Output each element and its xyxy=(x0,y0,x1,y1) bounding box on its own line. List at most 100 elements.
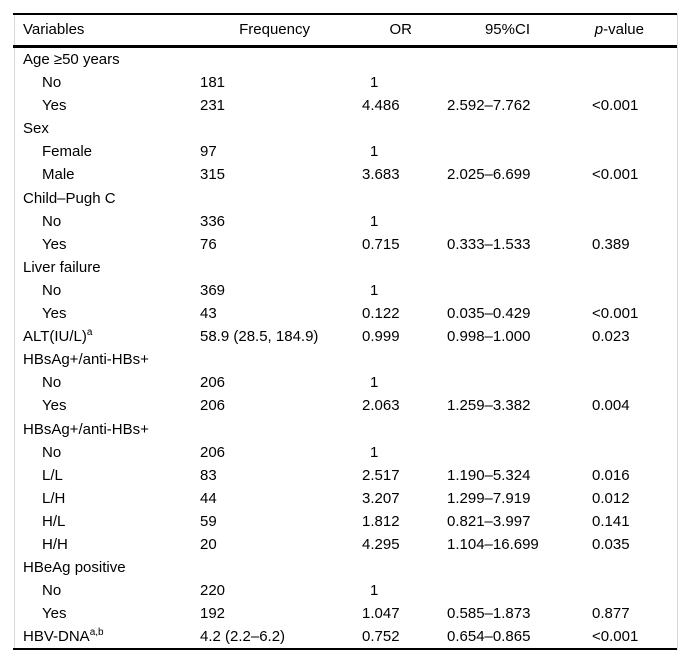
variable-cell: HBeAg positive xyxy=(23,559,126,577)
table-row: Yes 231 4.486 2.592–7.762 <0.001 xyxy=(13,94,677,117)
variable-cell: No xyxy=(42,374,62,392)
pvalue-cell xyxy=(592,48,677,71)
variable-cell: HBsAg+/anti-HBs+ xyxy=(23,351,149,369)
table-row: L/L 83 2.517 1.190–5.324 0.016 xyxy=(13,464,677,487)
ci-cell xyxy=(447,140,592,163)
table-header-row: Variables Frequency OR 95%CI p-value xyxy=(13,15,677,48)
table-row: HBsAg+/anti-HBs+ xyxy=(13,348,677,371)
ci-cell: 0.035–0.429 xyxy=(447,305,531,323)
pvalue-cell xyxy=(592,556,677,579)
table-row: Yes 206 2.063 1.259–3.382 0.004 xyxy=(13,394,677,417)
variable-cell: Yes xyxy=(42,97,67,115)
frequency-cell xyxy=(200,256,362,279)
or-cell: 3.207 xyxy=(362,489,400,507)
frequency-cell: 181 xyxy=(200,74,226,92)
ci-cell: 0.333–1.533 xyxy=(447,235,531,253)
frequency-cell xyxy=(200,48,362,71)
ci-cell: 1.104–16.699 xyxy=(447,535,539,553)
pvalue-cell xyxy=(592,441,677,464)
frequency-cell: 20 xyxy=(200,535,217,553)
pvalue-cell xyxy=(592,418,677,441)
variable-cell: Age ≥50 years xyxy=(23,51,120,68)
pvalue-cell: 0.012 xyxy=(592,489,630,507)
variable-cell: Yes xyxy=(42,305,67,323)
regression-table: Variables Frequency OR 95%CI p-value Age… xyxy=(13,13,677,651)
table-row: ALT(IU/L)a 58.9 (28.5, 184.9) 0.999 0.998–1… xyxy=(13,325,677,348)
frequency-cell: 76 xyxy=(200,235,217,253)
variable-cell: No xyxy=(42,582,62,600)
ci-cell: 2.592–7.762 xyxy=(447,97,531,115)
frequency-cell: 206 xyxy=(200,443,226,461)
or-cell: 0.122 xyxy=(362,305,400,323)
table-row: Female 97 1 xyxy=(13,140,677,163)
variable-cell: H/L xyxy=(42,512,66,530)
variable-cell: Yes xyxy=(42,605,67,623)
frequency-cell xyxy=(200,348,362,371)
table-row: HBeAg positive xyxy=(13,556,677,579)
variable-cell: Yes xyxy=(42,235,67,253)
table-body: Age ≥50 years No 181 1 Yes 231 4.486 2.592–7.76… xyxy=(13,48,677,651)
ci-cell xyxy=(447,210,592,233)
ci-cell: 1.299–7.919 xyxy=(447,489,531,507)
or-cell: 0.715 xyxy=(362,235,400,253)
ci-cell xyxy=(447,48,592,71)
ci-cell: 1.259–3.382 xyxy=(447,397,531,415)
ci-cell xyxy=(447,256,592,279)
col-header-pvalue: p-value xyxy=(592,15,677,45)
ci-cell xyxy=(447,579,592,602)
table-row: No 369 1 xyxy=(13,279,677,302)
pvalue-cell: 0.389 xyxy=(592,235,630,253)
col-header-or: OR xyxy=(389,21,413,38)
pvalue-cell: <0.001 xyxy=(592,305,639,323)
ci-cell xyxy=(447,371,592,394)
or-cell: 1.812 xyxy=(362,512,400,530)
frequency-cell: 59 xyxy=(200,512,217,530)
ci-cell xyxy=(447,441,592,464)
or-cell xyxy=(362,556,447,579)
pvalue-cell xyxy=(592,579,677,602)
table-row: H/H 20 4.295 1.104–16.699 0.035 xyxy=(13,533,677,556)
frequency-cell xyxy=(200,418,362,441)
ci-cell xyxy=(447,71,592,94)
table-row: No 220 1 xyxy=(13,579,677,602)
variable-cell: No xyxy=(42,74,62,92)
variable-cell: Female xyxy=(42,143,93,161)
or-cell: 4.295 xyxy=(362,535,400,553)
variable-cell: No xyxy=(42,443,62,461)
ci-cell: 1.190–5.324 xyxy=(447,466,531,484)
variable-cell: ALT(IU/L)a xyxy=(23,327,93,346)
pvalue-cell xyxy=(592,348,677,371)
ci-cell xyxy=(447,279,592,302)
frequency-cell: 336 xyxy=(200,212,226,230)
pvalue-cell: 0.016 xyxy=(592,466,630,484)
or-cell: 1.047 xyxy=(362,605,400,623)
or-cell xyxy=(362,48,447,71)
frequency-cell: 220 xyxy=(200,582,226,600)
pvalue-cell: 0.141 xyxy=(592,512,630,530)
or-cell: 1 xyxy=(370,443,379,461)
left-edge-line xyxy=(14,13,15,650)
frequency-cell xyxy=(200,187,362,210)
col-header-ci: 95%CI xyxy=(484,21,530,38)
table-row: No 336 1 xyxy=(13,210,677,233)
pvalue-cell: 0.004 xyxy=(592,397,630,415)
frequency-cell xyxy=(200,556,362,579)
pvalue-cell: 0.035 xyxy=(592,535,630,553)
frequency-cell: 83 xyxy=(200,466,217,484)
frequency-cell: 43 xyxy=(200,305,217,323)
variable-cell: Male xyxy=(42,166,75,184)
table-row: Child–Pugh C xyxy=(13,187,677,210)
variable-cell: L/L xyxy=(42,466,63,484)
pvalue-suffix: -value xyxy=(603,21,644,38)
table-row: Age ≥50 years xyxy=(13,48,677,71)
variable-cell: No xyxy=(42,281,62,299)
or-cell xyxy=(362,187,447,210)
table-row: H/L 59 1.812 0.821–3.997 0.141 xyxy=(13,510,677,533)
or-cell: 4.486 xyxy=(362,97,400,115)
frequency-cell: 58.9 (28.5, 184.9) xyxy=(200,328,319,346)
table-row: Yes 76 0.715 0.333–1.533 0.389 xyxy=(13,233,677,256)
pvalue-cell xyxy=(592,256,677,279)
pvalue-cell xyxy=(592,187,677,210)
pvalue-cell: 0.023 xyxy=(592,328,630,346)
